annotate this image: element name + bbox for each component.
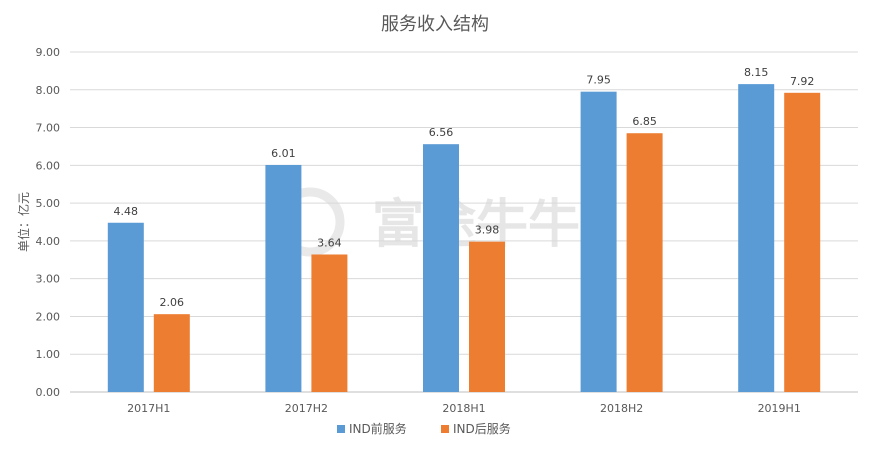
data-label: 3.64 xyxy=(317,236,342,249)
x-tick-label: 2019H1 xyxy=(758,402,801,415)
y-tick-label: 9.00 xyxy=(36,46,61,59)
data-label: 6.01 xyxy=(271,147,296,160)
legend-swatch xyxy=(337,425,345,433)
bar xyxy=(153,314,190,392)
bar xyxy=(738,84,775,392)
chart-title: 服务收入结构 xyxy=(381,14,489,35)
bar xyxy=(423,144,459,392)
y-tick-labels: 0.00 1.00 2.00 3.00 4.00 5.00 6.00 7.00 8.00 9.00 xyxy=(36,46,61,399)
data-label: 8.15 xyxy=(744,66,769,79)
x-tick-labels: 2017H1 2017H2 2018H1 2018H2 2019H1 xyxy=(127,402,801,415)
data-labels: 4.48 2.06 6.01 3.64 6.56 3.98 7.95 6.85 8.15 7.92 xyxy=(114,66,815,309)
data-label: 6.85 xyxy=(632,115,657,128)
y-tick-label: 4.00 xyxy=(36,235,61,248)
legend: IND前服务 IND后服务 xyxy=(337,421,511,436)
x-tick-label: 2018H2 xyxy=(600,402,643,415)
legend-swatch xyxy=(441,425,449,433)
data-label: 4.48 xyxy=(114,205,139,218)
y-tick-label: 6.00 xyxy=(36,159,61,172)
bar xyxy=(311,254,348,392)
data-label: 7.92 xyxy=(790,75,815,88)
bar xyxy=(469,241,505,392)
data-label: 7.95 xyxy=(586,74,611,87)
y-tick-label: 0.00 xyxy=(36,386,61,399)
x-tick-label: 2017H2 xyxy=(285,402,328,415)
y-tick-label: 2.00 xyxy=(36,310,61,323)
y-tick-label: 1.00 xyxy=(36,348,61,361)
y-axis-label: 单位：亿元 xyxy=(16,192,31,252)
bar xyxy=(580,91,617,393)
data-label: 6.56 xyxy=(429,126,454,139)
y-tick-label: 7.00 xyxy=(36,122,61,135)
bar xyxy=(107,222,144,392)
y-tick-label: 5.00 xyxy=(36,197,61,210)
bars xyxy=(107,84,821,393)
legend-label: IND前服务 xyxy=(349,421,407,436)
bar xyxy=(626,133,663,392)
x-tick-label: 2018H1 xyxy=(442,402,485,415)
y-tick-label: 8.00 xyxy=(36,84,61,97)
gridlines xyxy=(70,51,858,393)
data-label: 3.98 xyxy=(475,224,500,237)
legend-label: IND后服务 xyxy=(453,421,511,436)
y-tick-label: 3.00 xyxy=(36,273,61,286)
data-label: 2.06 xyxy=(160,296,185,309)
x-tick-label: 2017H1 xyxy=(127,402,170,415)
bar xyxy=(784,92,821,393)
bar xyxy=(265,164,302,392)
